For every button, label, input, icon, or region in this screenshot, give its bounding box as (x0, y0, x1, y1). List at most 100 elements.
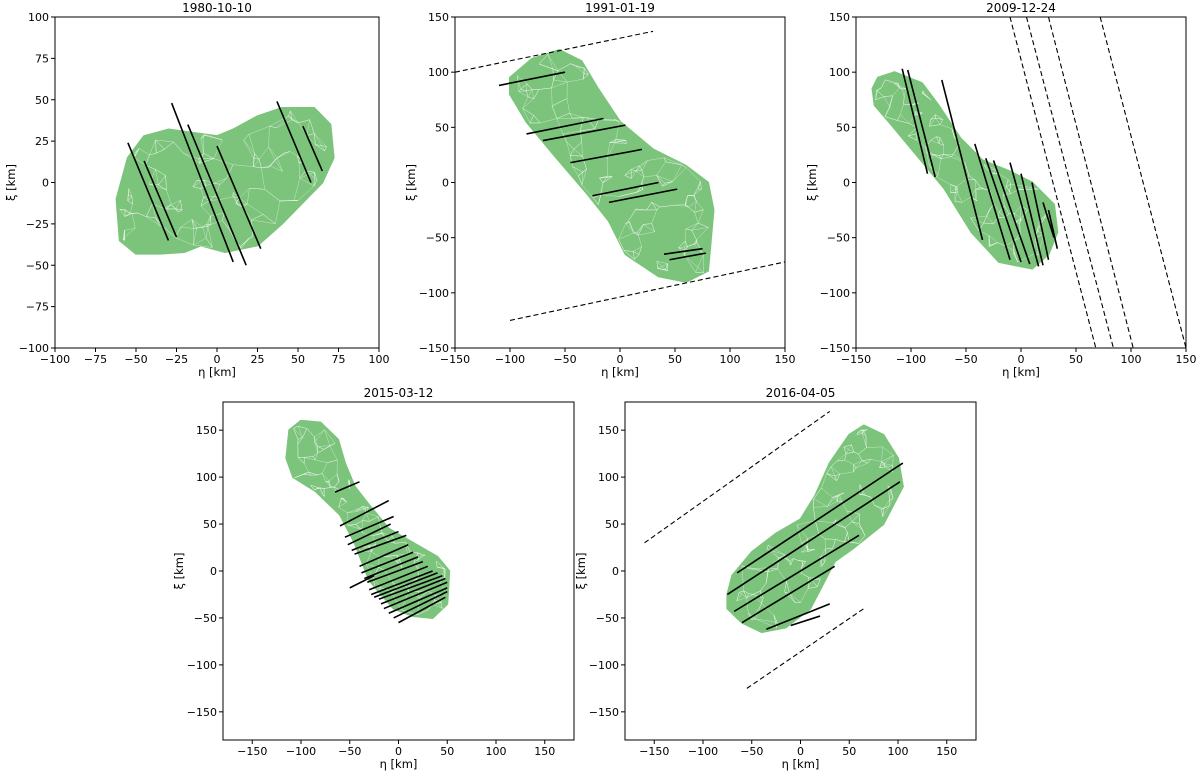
mesh-edge (229, 229, 236, 241)
y-tick-label: −75 (26, 301, 49, 314)
mesh-edge (347, 509, 357, 513)
mesh-edge (392, 581, 400, 587)
mesh-edge (785, 558, 791, 566)
mesh-edge (200, 138, 204, 154)
mesh-edge (270, 165, 283, 172)
mesh-edge (833, 519, 837, 523)
mesh-edge (759, 591, 762, 604)
mesh-edge (146, 216, 156, 219)
negative-chord-line (1009, 17, 1097, 348)
mesh-edge (413, 559, 419, 563)
mesh-edge (338, 501, 347, 508)
mesh-edge (815, 520, 834, 524)
mesh-edge (567, 78, 584, 83)
mesh-edge (986, 210, 989, 217)
mesh-edge (158, 175, 166, 186)
mesh-edge (134, 148, 140, 158)
mesh-edge (516, 75, 528, 85)
mesh-edge (861, 460, 868, 464)
mesh-edge (882, 508, 884, 517)
mesh-edge (1006, 184, 1012, 187)
mesh-edge (253, 157, 260, 160)
mesh-edge (929, 117, 936, 127)
mesh-edge (347, 511, 358, 513)
y-tick-label: 150 (428, 11, 449, 24)
mesh-edge (1005, 240, 1015, 247)
mesh-edge (798, 560, 806, 562)
mesh-edge (651, 209, 658, 224)
mesh-edge (796, 524, 802, 544)
mesh-edge (832, 539, 836, 549)
mesh-edge (852, 467, 856, 473)
mesh-edge (665, 161, 682, 166)
mesh-edge (766, 548, 779, 559)
mesh-edge (538, 54, 549, 65)
mesh-edge (138, 148, 150, 156)
mesh-edge (882, 505, 890, 517)
chord-line (143, 160, 178, 238)
mesh-edge (883, 96, 890, 107)
chart-title: 2009-12-24 (986, 1, 1056, 15)
mesh-edge (656, 161, 666, 176)
x-tick-label: −100 (40, 353, 70, 366)
mesh-edge (970, 215, 987, 219)
mesh-edge (665, 263, 669, 270)
x-tick-label: 150 (936, 745, 957, 758)
mesh-edge (357, 508, 366, 512)
y-tick-label: 25 (35, 135, 49, 148)
mesh-edge (800, 572, 810, 578)
y-tick-label: 0 (42, 177, 49, 190)
mesh-edge (306, 119, 310, 136)
mesh-edge (749, 568, 768, 573)
mesh-edge (656, 261, 668, 264)
mesh-edge (766, 548, 786, 556)
mesh-edge (261, 167, 265, 190)
mesh-edge (851, 521, 863, 530)
mesh-edge (1009, 184, 1012, 192)
mesh-edge (777, 557, 779, 570)
mesh-edge (738, 592, 747, 598)
chord-line (1042, 202, 1055, 238)
mesh-edge (951, 154, 954, 157)
mesh-edge (324, 487, 330, 489)
mesh-edge (322, 494, 325, 497)
mesh-edge (922, 90, 929, 98)
mesh-edge (357, 506, 363, 512)
chord-line (592, 181, 659, 197)
mesh-edge (767, 568, 778, 573)
mesh-edge (557, 63, 571, 71)
mesh-edge (365, 507, 369, 509)
mesh-edge (874, 505, 884, 509)
mesh-edge (156, 149, 165, 154)
mesh-edge (639, 160, 648, 166)
y-axis-label: ξ [km] (805, 164, 819, 201)
mesh-edge (313, 452, 318, 457)
mesh-edge (551, 79, 554, 88)
mesh-edge (623, 250, 635, 260)
mesh-edge (297, 155, 300, 164)
mesh-edge (566, 98, 570, 114)
mesh-edge (641, 176, 645, 182)
mesh-edge (936, 136, 940, 144)
x-tick-label: 150 (534, 745, 555, 758)
mesh-edge (570, 155, 573, 167)
mesh-edge (936, 176, 951, 185)
mesh-edge (882, 446, 894, 456)
mesh-edge (297, 426, 303, 438)
chord-line (542, 124, 626, 142)
chart-panel-1991: 1991-01-19 −150 −100 −50 0 50 100 150 −150 −100 −5… (404, 1, 796, 379)
mesh-edge (862, 430, 865, 434)
mesh-edge (844, 521, 853, 528)
mesh-edge (243, 139, 255, 154)
mesh-edge (879, 461, 882, 468)
mesh-edge (314, 429, 325, 438)
mesh-edge (580, 128, 595, 132)
mesh-edge (773, 615, 778, 623)
mesh-edge (180, 226, 194, 229)
mesh-edge (314, 487, 320, 490)
mesh-edge (801, 549, 809, 553)
mesh-edge (269, 115, 289, 127)
mesh-edge (685, 222, 699, 230)
mesh-edge (641, 160, 648, 171)
mesh-edge (526, 89, 533, 92)
